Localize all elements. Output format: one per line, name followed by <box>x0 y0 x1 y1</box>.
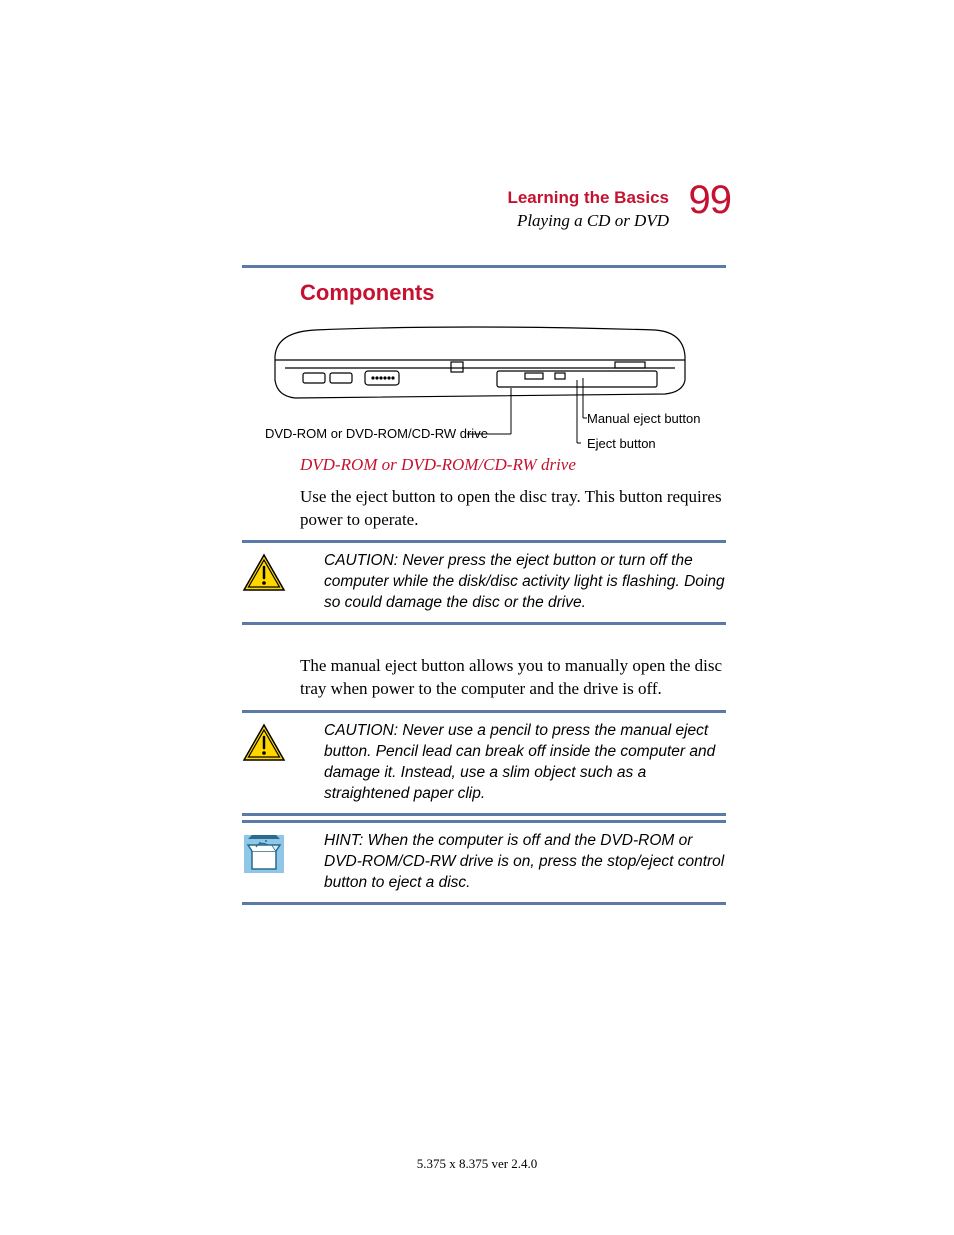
caution-icon <box>242 551 296 593</box>
body-paragraph-2: The manual eject button allows you to ma… <box>300 655 730 701</box>
caution-icon <box>242 721 296 763</box>
divider <box>242 902 726 905</box>
hint-callout: HINT: When the computer is off and the D… <box>242 820 726 905</box>
footer-version: 5.375 x 8.375 ver 2.4.0 <box>0 1156 954 1172</box>
caution-text: CAUTION: Never press the eject button or… <box>296 551 726 614</box>
body-paragraph-1: Use the eject button to open the disc tr… <box>300 486 730 532</box>
diagram-label-eject: Eject button <box>587 436 656 451</box>
divider <box>242 813 726 816</box>
caution-callout-2: CAUTION: Never use a pencil to press the… <box>242 710 726 816</box>
header-divider <box>242 265 726 268</box>
hint-text: HINT: When the computer is off and the D… <box>296 831 726 894</box>
page-header: Learning the Basics Playing a CD or DVD <box>507 188 669 231</box>
section-heading: Components <box>300 280 434 306</box>
section-subtitle: Playing a CD or DVD <box>507 211 669 231</box>
diagram-label-drive: DVD-ROM or DVD-ROM/CD-RW drive <box>265 426 488 441</box>
page-number: 99 <box>689 178 732 223</box>
diagram-label-manual-eject: Manual eject button <box>587 411 700 426</box>
caution-callout-1: CAUTION: Never press the eject button or… <box>242 540 726 625</box>
caution-text: CAUTION: Never use a pencil to press the… <box>296 721 726 805</box>
component-diagram: DVD-ROM or DVD-ROM/CD-RW drive Eject but… <box>265 318 705 466</box>
hint-icon <box>242 831 296 875</box>
figure-caption: DVD-ROM or DVD-ROM/CD-RW drive <box>300 455 576 475</box>
chapter-title: Learning the Basics <box>507 188 669 208</box>
divider <box>242 622 726 625</box>
